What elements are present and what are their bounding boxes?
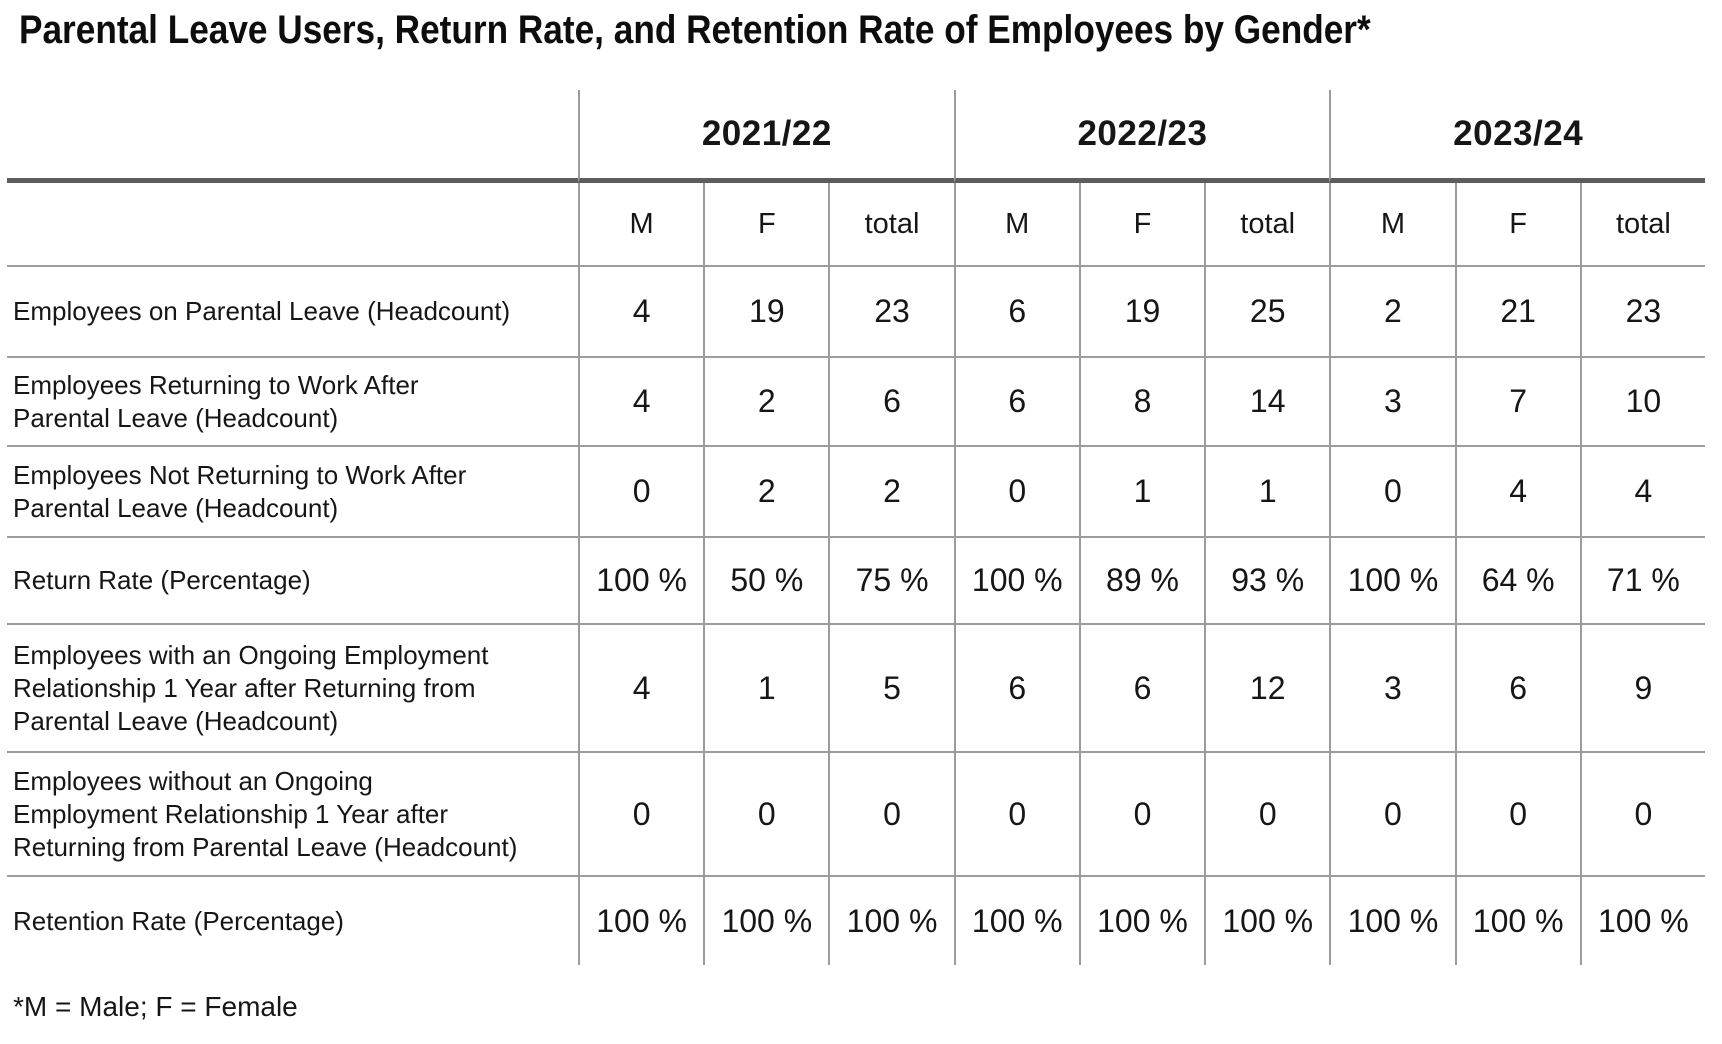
table-cell: 100 % (1579, 877, 1705, 965)
table-cell: 10 (1579, 358, 1705, 447)
col-header-f-3: F (1454, 183, 1580, 267)
table-cell: 0 (578, 753, 704, 877)
table-cell: 5 (828, 625, 954, 753)
table-cell: 100 % (1329, 877, 1454, 965)
row-label: Employees on Parental Leave (Headcount) (7, 267, 578, 358)
row-label: Employees with an Ongoing Employment Rel… (7, 625, 578, 753)
table-cell: 14 (1204, 358, 1330, 447)
table-cell: 3 (1329, 625, 1455, 753)
table-cell: 100 % (578, 538, 704, 625)
col-header-f-1: F (703, 183, 829, 267)
table-cell: 25 (1204, 267, 1330, 358)
table-cell: 19 (703, 267, 829, 358)
table-cell: 23 (1579, 267, 1705, 358)
col-header-m-2: M (953, 183, 1079, 267)
table-cell: 100 % (1454, 877, 1580, 965)
table-cell: 93 % (1204, 538, 1330, 625)
table-cell: 100 % (953, 538, 1079, 625)
table-cell: 0 (1329, 753, 1455, 877)
table-cell: 100 % (1204, 877, 1329, 965)
header-spacer (7, 90, 578, 183)
table-cell: 1 (1204, 447, 1330, 538)
table-cell: 4 (578, 358, 704, 447)
table-cell: 75 % (828, 538, 954, 625)
data-table: 2021/22 2022/23 2023/24 M F total M F to… (7, 90, 1705, 965)
table-cell: 6 (953, 358, 1079, 447)
table-cell: 6 (1454, 625, 1580, 753)
table-cell: 4 (1454, 447, 1580, 538)
table-cell: 21 (1454, 267, 1580, 358)
row-label: Return Rate (Percentage) (7, 538, 578, 625)
table-cell: 1 (1078, 447, 1205, 538)
table-cell: 4 (578, 625, 704, 753)
table-cell: 89 % (1078, 538, 1205, 625)
table-cell: 100 % (828, 877, 953, 965)
table-cell: 6 (953, 625, 1079, 753)
table-cell: 2 (828, 447, 954, 538)
table-cell: 100 % (1329, 538, 1455, 625)
table-cell: 0 (1078, 753, 1205, 877)
table-cell: 0 (953, 753, 1079, 877)
table-cell: 3 (1329, 358, 1455, 447)
footnote: *M = Male; F = Female (13, 991, 298, 1022)
table-cell: 64 % (1454, 538, 1580, 625)
table-cell: 12 (1204, 625, 1330, 753)
year-header-2021-22: 2021/22 (578, 90, 954, 183)
table-cell: 0 (1579, 753, 1705, 877)
col-header-total-2: total (1204, 183, 1330, 267)
table-cell: 1 (703, 625, 829, 753)
table-cell: 9 (1579, 625, 1705, 753)
row-label: Employees without an Ongoing Employment … (7, 753, 578, 877)
table-cell: 6 (828, 358, 954, 447)
table-cell: 100 % (703, 877, 828, 965)
col-header-total-1: total (828, 183, 954, 267)
table-cell: 4 (578, 267, 704, 358)
subheader-spacer (7, 183, 578, 267)
table-cell: 7 (1454, 358, 1580, 447)
table-cell: 0 (578, 447, 704, 538)
table-cell: 100 % (953, 877, 1079, 965)
table-cell: 50 % (703, 538, 829, 625)
row-label: Employees Returning to Work After Parent… (7, 358, 578, 447)
table-cell: 100 % (1078, 877, 1204, 965)
table-cell: 0 (953, 447, 1079, 538)
row-label: Retention Rate (Percentage) (13, 905, 344, 936)
table-title: Parental Leave Users, Return Rate, and R… (19, 8, 1371, 52)
year-header-2023-24: 2023/24 (1329, 90, 1705, 183)
table-cell: 71 % (1579, 538, 1705, 625)
table-cell: 4 (1579, 447, 1705, 538)
table-cell: 6 (1078, 625, 1205, 753)
table-cell: 2 (703, 358, 829, 447)
table-cell: 23 (828, 267, 954, 358)
col-header-m-1: M (578, 183, 704, 267)
table-cell: 0 (703, 753, 829, 877)
year-header-2022-23: 2022/23 (953, 90, 1330, 183)
col-header-f-2: F (1078, 183, 1205, 267)
row-label: Employees Not Returning to Work After Pa… (7, 447, 578, 538)
table-cell: 8 (1078, 358, 1205, 447)
table-cell: 100 % (578, 877, 703, 965)
col-header-total-3: total (1579, 183, 1705, 267)
col-header-m-3: M (1329, 183, 1455, 267)
table-cell: 2 (703, 447, 829, 538)
table-cell: 0 (828, 753, 954, 877)
table-cell: 6 (953, 267, 1079, 358)
table-cell: 0 (1204, 753, 1330, 877)
table-cell: 0 (1329, 447, 1455, 538)
table-cell: 2 (1329, 267, 1455, 358)
table-cell: 0 (1454, 753, 1580, 877)
table-cell: 19 (1078, 267, 1205, 358)
